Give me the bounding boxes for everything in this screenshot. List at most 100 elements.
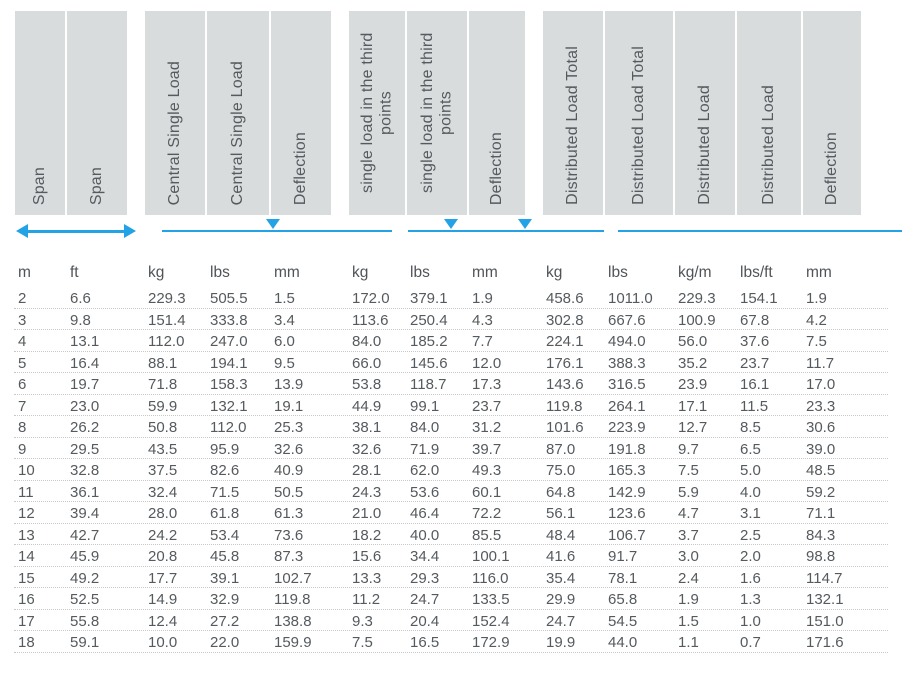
data-value: 60.1 [472,484,504,501]
data-cell: 7.5 [802,331,862,353]
data-cell: 114.7 [802,568,862,590]
header-label: Central Single Load [229,51,247,215]
data-value: 172.0 [352,290,393,307]
data-value: 194.1 [210,355,251,372]
data-value: 99.1 [410,398,442,415]
data-value: 7.7 [472,333,496,350]
data-cell: 100.9 [674,310,736,332]
data-cell: 3 [14,310,66,332]
unit-label: m [18,264,34,281]
data-value: 171.6 [806,634,847,651]
data-value: 101.6 [546,419,587,436]
data-cell: 15 [14,568,66,590]
unit-label: kg/m [678,264,715,281]
data-cell: 0.7 [736,632,802,654]
header-cell: Distributed Load Total [604,10,674,216]
data-cell: 17.0 [802,374,862,396]
data-cell: 7.7 [468,331,526,353]
header-label: Span [88,157,106,215]
data-cell: 4.0 [736,482,802,504]
data-value: 50.5 [274,484,306,501]
data-value: 152.4 [472,613,513,630]
data-cell: 65.8 [604,589,674,611]
data-cell: 29.5 [66,439,128,461]
data-cell: 3.4 [270,310,332,332]
data-cell: 19.9 [542,632,604,654]
data-cell: 132.1 [206,396,270,418]
data-value: 19.7 [70,376,102,393]
table-row: 516.488.1194.19.566.0145.612.0176.1388.3… [14,353,888,375]
data-cell: 302.8 [542,310,604,332]
table-row: 929.543.595.932.632.671.939.787.0191.89.… [14,439,888,461]
table-row: 413.1112.0247.06.084.0185.27.7224.1494.0… [14,331,888,353]
data-cell: 56.1 [542,503,604,525]
data-cell: 4 [14,331,66,353]
data-value: 15 [18,570,38,587]
data-value: 224.1 [546,333,587,350]
data-value: 34.4 [410,548,442,565]
data-value: 61.8 [210,505,242,522]
data-value: 172.9 [472,634,513,651]
data-cell: 16.5 [406,632,468,654]
data-cell: 24.3 [348,482,406,504]
data-value: 84.3 [806,527,838,544]
data-cell: 43.5 [144,439,206,461]
data-cell: 38.1 [348,417,406,439]
data-cell: 39.1 [206,568,270,590]
data-value: 229.3 [148,290,189,307]
data-cell: 194.1 [206,353,270,375]
data-cell: 12 [14,503,66,525]
header-cell: Deflection [270,10,332,216]
data-value: 102.7 [274,570,315,587]
data-value: 133.5 [472,591,513,608]
data-cell: 494.0 [604,331,674,353]
data-cell: 59.9 [144,396,206,418]
unit-cell: kg/m [674,264,736,282]
data-cell: 49.2 [66,568,128,590]
unit-label: kg [546,264,565,281]
data-value: 41.6 [546,548,578,565]
data-cell: 71.9 [406,439,468,461]
data-value: 36.1 [70,484,102,501]
data-value: 44.0 [608,634,640,651]
data-value: 2.5 [740,527,764,544]
table-row: 723.059.9132.119.144.999.123.7119.8264.1… [14,396,888,418]
data-value: 48.4 [546,527,578,544]
data-cell: 171.6 [802,632,862,654]
data-value: 22.0 [210,634,242,651]
table-row: 26.6229.3505.51.5172.0379.11.9458.61011.… [14,288,888,310]
data-value: 32.6 [274,441,306,458]
header-label: single load in the third points [419,11,456,215]
data-cell: 133.5 [468,589,526,611]
data-cell: 41.6 [542,546,604,568]
data-value: 71.8 [148,376,180,393]
data-value: 12.7 [678,419,710,436]
data-value: 39.7 [472,441,504,458]
data-value: 11.5 [740,398,771,415]
data-value: 29.5 [70,441,102,458]
data-value: 142.9 [608,484,649,501]
unit-cell: mm [802,264,862,282]
data-value: 7.5 [352,634,376,651]
data-cell: 5 [14,353,66,375]
data-cell: 145.6 [406,353,468,375]
data-value: 6.5 [740,441,764,458]
data-cell: 39.0 [802,439,862,461]
data-value: 13.9 [274,376,306,393]
data-cell: 53.8 [348,374,406,396]
data-cell: 15.6 [348,546,406,568]
data-cell: 5.9 [674,482,736,504]
data-cell: 64.8 [542,482,604,504]
data-cell: 23.7 [736,353,802,375]
data-cell: 39.7 [468,439,526,461]
data-cell: 19.1 [270,396,332,418]
data-cell: 7.5 [348,632,406,654]
data-value: 5.9 [678,484,702,501]
data-cell: 250.4 [406,310,468,332]
data-value: 23.7 [740,355,772,372]
data-value: 95.9 [210,441,242,458]
data-value: 59.1 [70,634,102,651]
data-cell: 143.6 [542,374,604,396]
data-value: 116.0 [472,570,511,587]
load-table: SpanSpanCentral Single LoadCentral Singl… [14,10,888,654]
